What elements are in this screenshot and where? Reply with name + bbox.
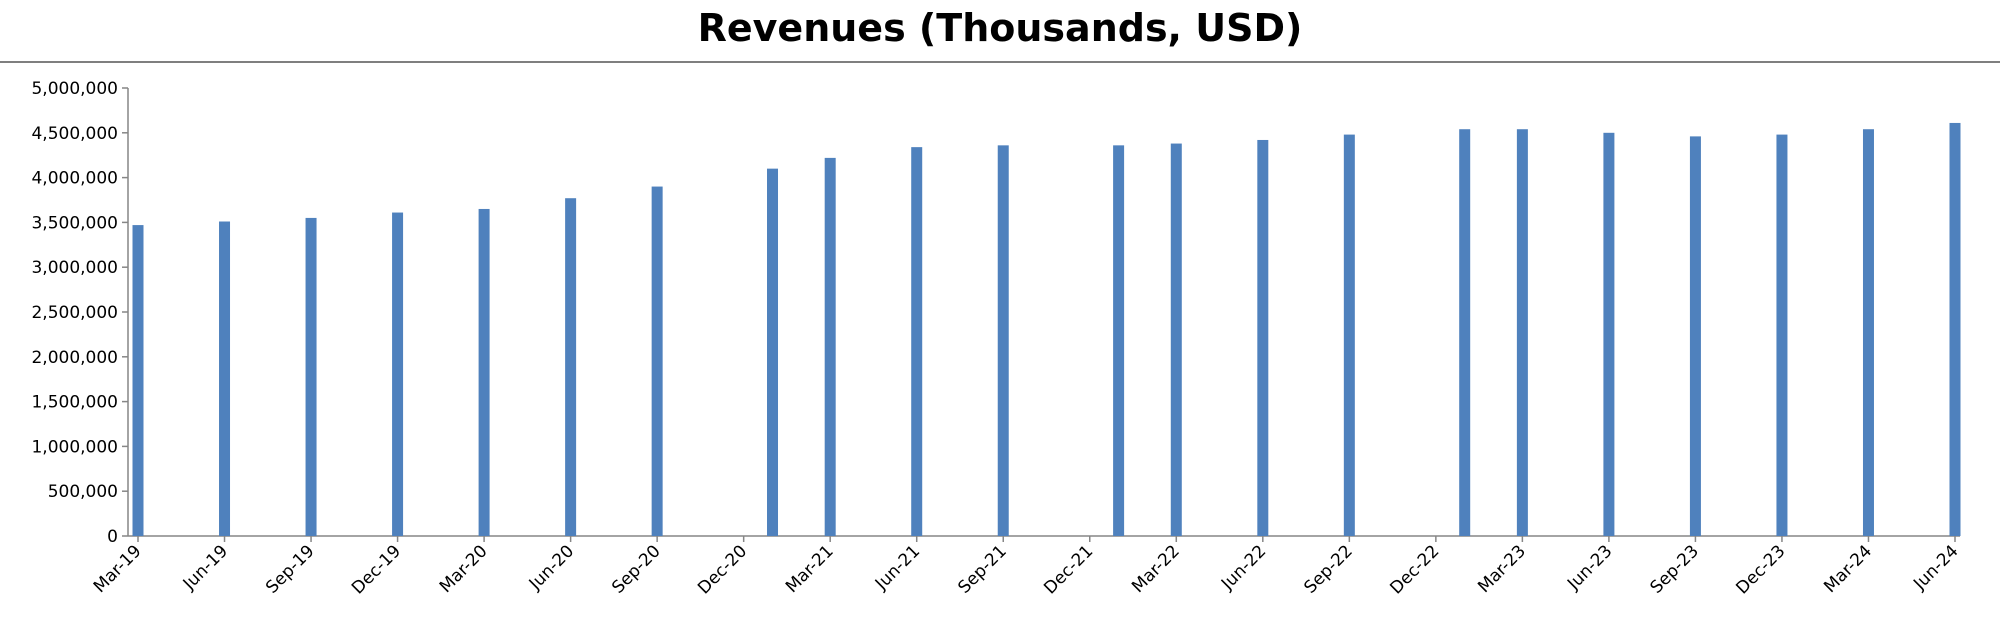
bar <box>997 145 1009 536</box>
x-tick-label: Jun-21 <box>871 541 924 594</box>
x-tick-label: Sep-23 <box>1647 541 1703 597</box>
y-tick-label: 0 <box>107 527 118 547</box>
y-tick-label: 3,500,000 <box>31 213 118 233</box>
x-tick-label: Dec-22 <box>1386 541 1443 598</box>
bar <box>132 225 144 536</box>
bar <box>478 208 490 536</box>
bar <box>1459 129 1471 536</box>
bar <box>1516 129 1528 536</box>
y-axis: 0 500,000 1,000,000 1,500,000 2,000,000 2,500… <box>31 79 129 547</box>
x-axis: Mar-19 Jun-19 Sep-19 Dec-19 Mar-20 Jun-20 Sep-… <box>90 535 1963 598</box>
bar <box>219 221 231 536</box>
x-tick-label: Sep-21 <box>954 541 1010 597</box>
bar <box>651 186 663 536</box>
y-tick-label: 5,000,000 <box>31 79 118 99</box>
y-tick-label: 1,000,000 <box>31 437 118 457</box>
bar <box>824 157 836 536</box>
y-tick-label: 2,500,000 <box>31 303 118 323</box>
x-tick-label: Mar-21 <box>782 541 838 597</box>
x-tick-label: Mar-24 <box>1820 541 1876 597</box>
chart-title: Revenues (Thousands, USD) <box>697 6 1303 50</box>
x-tick-label: Mar-23 <box>1474 541 1530 597</box>
bar <box>767 168 779 536</box>
x-tick-label: Sep-19 <box>262 541 318 597</box>
bar <box>565 198 577 536</box>
bar <box>911 147 923 537</box>
bar <box>1949 122 1961 536</box>
x-tick-label: Mar-19 <box>90 541 146 597</box>
bars <box>132 122 1961 537</box>
bar <box>305 217 317 537</box>
title-divider <box>0 61 2000 63</box>
x-tick-label: Dec-20 <box>694 541 751 598</box>
x-tick-label: Dec-21 <box>1040 541 1097 598</box>
bar <box>1343 134 1355 537</box>
x-tick-label: Jun-20 <box>525 541 578 594</box>
bar <box>1257 139 1269 536</box>
bar <box>1862 129 1874 536</box>
bar <box>1113 145 1125 536</box>
x-tick-label: Jun-19 <box>179 541 232 594</box>
y-tick-label: 1,500,000 <box>31 393 118 413</box>
x-tick-label: Jun-22 <box>1217 541 1270 594</box>
y-tick-label: 500,000 <box>48 482 118 502</box>
x-tick-label: Jun-23 <box>1563 541 1616 594</box>
x-tick-label: Mar-22 <box>1128 541 1184 597</box>
bar <box>1776 134 1788 537</box>
y-tick-label: 4,000,000 <box>31 169 118 189</box>
bar <box>1603 132 1615 537</box>
y-tick-label: 3,000,000 <box>31 258 118 278</box>
x-tick-label: Sep-20 <box>608 541 664 597</box>
x-tick-label: Sep-22 <box>1300 541 1356 597</box>
y-tick-label: 2,000,000 <box>31 348 118 368</box>
bar <box>392 212 404 536</box>
y-tick-label: 4,500,000 <box>31 124 118 144</box>
x-tick-label: Jun-24 <box>1909 541 1962 594</box>
x-tick-label: Dec-23 <box>1732 541 1789 598</box>
bar <box>1689 136 1701 536</box>
x-tick-label: Dec-19 <box>348 541 405 598</box>
x-tick-label: Mar-20 <box>436 541 492 597</box>
bar <box>1170 143 1182 536</box>
